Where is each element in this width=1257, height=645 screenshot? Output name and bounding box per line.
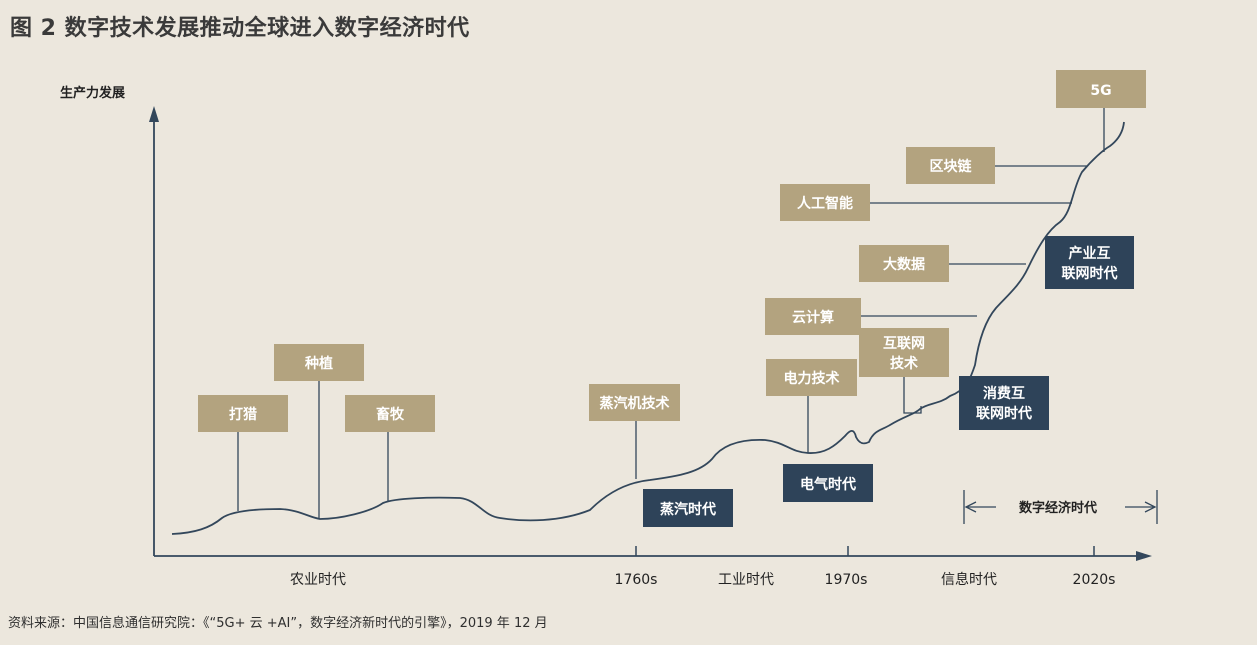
box-electric-tech-label: 电力技术 — [784, 370, 840, 387]
box-5g-label: 5G — [1090, 83, 1111, 99]
y-axis-label: 生产力发展 — [60, 85, 126, 101]
box-internet-tech-label-1: 互联网 — [883, 336, 925, 352]
box-internet-tech-label-2: 技术 — [890, 355, 918, 372]
era-label-information: 信息时代 — [941, 571, 997, 588]
box-ai-label: 人工智能 — [797, 195, 853, 212]
box-hunting: 打猎 — [198, 395, 288, 432]
tech-boxes: 打猎 种植 畜牧 蒸汽机技术 电力技术 互联网 技术 — [198, 70, 1146, 432]
box-bigdata: 大数据 — [859, 245, 949, 282]
y-axis-arrow — [149, 106, 159, 122]
box-steam-age-label: 蒸汽时代 — [660, 501, 716, 518]
box-steam-tech-label: 蒸汽机技术 — [600, 395, 670, 412]
tick-label-2020s: 2020s — [1073, 572, 1116, 588]
box-5g: 5G — [1056, 70, 1146, 108]
box-cloud: 云计算 — [765, 298, 861, 335]
box-industrial-internet: 产业互 联网时代 — [1045, 236, 1134, 289]
x-axis-arrow — [1136, 551, 1152, 561]
box-steam-age: 蒸汽时代 — [643, 489, 733, 527]
box-consumer-internet-label-2: 联网时代 — [976, 405, 1032, 422]
leader-lines — [237, 108, 1105, 518]
box-bigdata-label: 大数据 — [883, 256, 925, 273]
box-hunting-label: 打猎 — [229, 406, 257, 423]
tick-label-1970s: 1970s — [825, 572, 868, 588]
era-label-agriculture: 农业时代 — [290, 572, 346, 588]
box-steam-tech: 蒸汽机技术 — [589, 384, 680, 421]
era-boxes: 蒸汽时代 电气时代 消费互 联网时代 产业互 联网时代 — [643, 236, 1134, 527]
box-consumer-internet-label-1: 消费互 — [983, 385, 1025, 402]
box-internet-tech: 互联网 技术 — [859, 328, 949, 377]
box-consumer-internet: 消费互 联网时代 — [959, 376, 1049, 430]
productivity-curve — [171, 121, 1125, 535]
box-cloud-label: 云计算 — [792, 309, 834, 326]
box-planting-label: 种植 — [304, 355, 333, 372]
box-blockchain: 区块链 — [906, 147, 995, 184]
axes — [149, 106, 1152, 561]
box-industrial-internet-label-2: 联网时代 — [1062, 265, 1118, 282]
box-electric-age-label: 电气时代 — [800, 476, 856, 493]
figure-title: 图 2 数字技术发展推动全球进入数字经济时代 — [10, 16, 470, 41]
box-electric-tech: 电力技术 — [766, 359, 857, 396]
box-herding-label: 畜牧 — [376, 406, 405, 423]
tick-label-1760s: 1760s — [615, 572, 658, 588]
digital-era-bracket — [963, 490, 1158, 524]
box-industrial-internet-label-1: 产业互 — [1069, 245, 1111, 262]
box-electric-age: 电气时代 — [783, 464, 873, 502]
box-planting: 种植 — [274, 344, 364, 381]
box-herding: 畜牧 — [345, 395, 435, 432]
box-ai: 人工智能 — [780, 184, 870, 221]
box-blockchain-label: 区块链 — [930, 158, 973, 175]
digital-era-label: 数字经济时代 — [1019, 500, 1097, 516]
era-label-industrial: 工业时代 — [718, 572, 774, 588]
source-note: 资料来源：中国信息通信研究院：《“5G+ 云 +AI”，数字经济新时代的引擎》，… — [8, 616, 548, 631]
